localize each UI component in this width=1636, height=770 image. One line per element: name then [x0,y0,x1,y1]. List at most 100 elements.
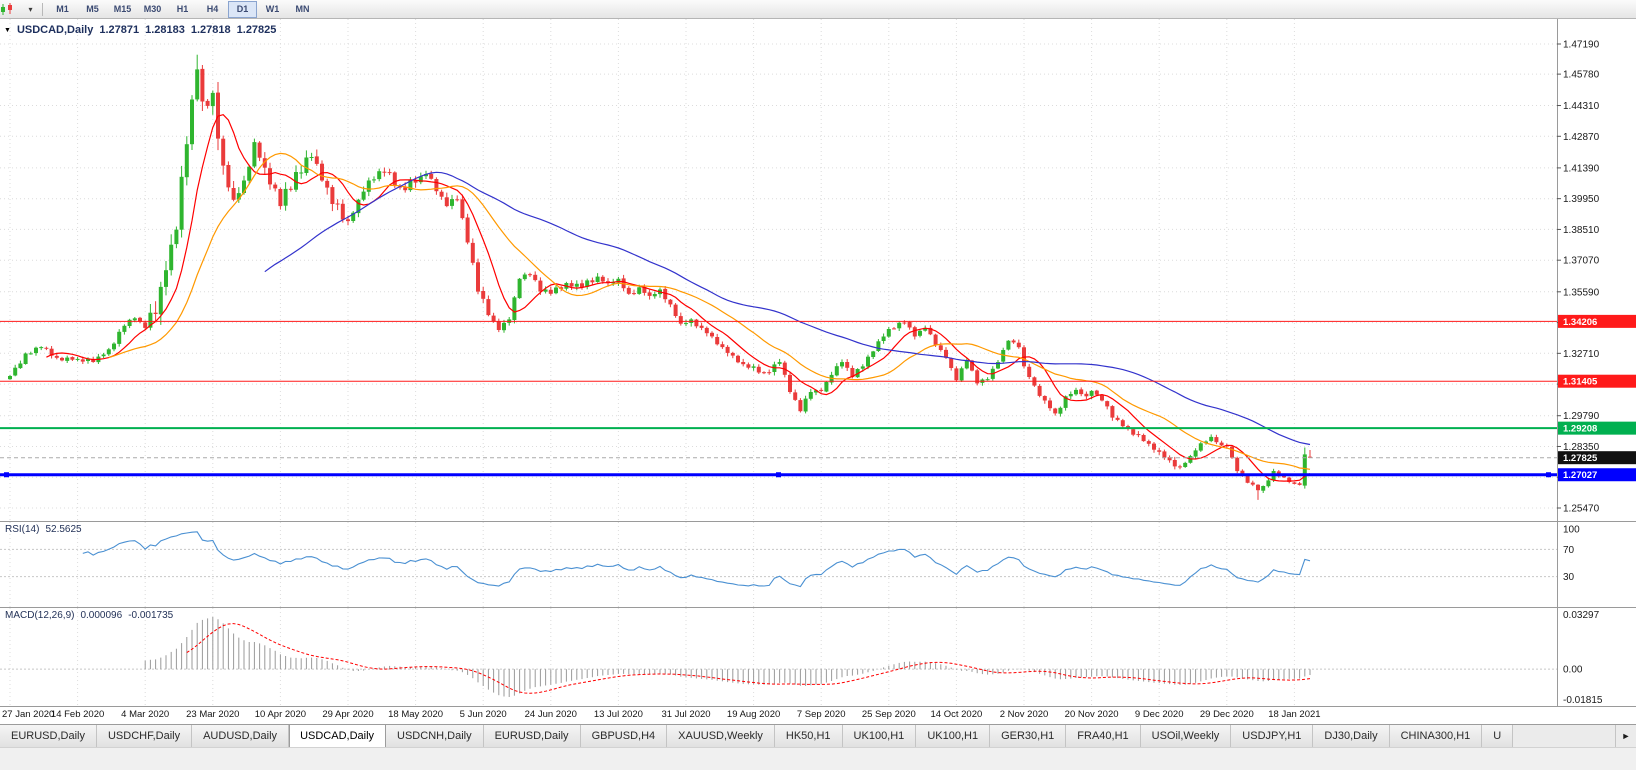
date-label: 18 May 2020 [388,709,444,720]
date-label: 29 Dec 2020 [1199,709,1254,720]
rsi-line [82,531,1311,588]
date-label: 24 Jun 2020 [524,709,577,720]
ohlc-high: 1.28183 [145,24,185,36]
tab-usdjpy-h1[interactable]: USDJPY,H1 [1231,725,1314,747]
line-drag-handle[interactable] [1546,472,1551,478]
chart-type-button[interactable] [1,1,24,17]
svg-text:1.42870: 1.42870 [1563,132,1600,143]
tab-gbpusd-h4[interactable]: GBPUSD,H4 [580,725,668,747]
svg-text:1.37070: 1.37070 [1563,256,1600,267]
tab-china300-h1[interactable]: CHINA300,H1 [1389,725,1483,747]
date-label: 25 Sep 2020 [861,709,916,720]
timeframe-button-mn[interactable]: MN [295,4,310,14]
svg-text:1.47190: 1.47190 [1563,40,1600,51]
ohlc-low: 1.27818 [190,24,231,36]
chart-symbol-label: USDCAD,Daily [16,24,94,36]
date-label: 29 Apr 2020 [322,709,374,720]
tab-xauusd-weekly[interactable]: XAUUSD,Weekly [667,725,775,747]
rsi-header: RSI(14) 52.5625 [5,524,88,535]
macd-signal-value: -0.001735 [128,610,174,621]
date-label: 14 Oct 2020 [930,709,983,720]
ohlc-open: 1.27871 [99,24,140,36]
svg-text:1.29208: 1.29208 [1563,424,1597,435]
date-label: 4 Mar 2020 [121,709,170,720]
rsi-label: RSI(14) [5,524,40,535]
tab-dj30-daily[interactable]: DJ30,Daily [1313,725,1390,747]
chart-title: ▼ USDCAD,Daily 1.27871 1.28183 1.27818 1… [4,24,282,36]
price-line-badge: 1.31405 [1558,374,1636,388]
timeframe-button-w1[interactable]: W1 [265,4,280,14]
tab-usdcnh-daily[interactable]: USDCNH,Daily [386,725,484,747]
svg-text:1.29790: 1.29790 [1563,411,1600,422]
price-scale[interactable]: 1.47190 1.45780 1.44310 1.42870 1.41390 1.399… [1557,40,1636,515]
macd-histogram [144,617,1311,697]
timeframe-button-d1[interactable]: D1 [228,0,257,18]
tab-fra40-h1[interactable]: FRA40,H1 [1066,725,1141,747]
tab-u[interactable]: U [1482,725,1514,747]
tab-eurusd-daily[interactable]: EURUSD,Daily [0,725,97,747]
date-label: 2 Nov 2020 [999,709,1049,720]
tab-uk100-h1[interactable]: UK100,H1 [916,725,991,747]
svg-text:1.45780: 1.45780 [1563,70,1600,81]
chart-tabs-bar: EURUSD,Daily USDCHF,Daily AUDUSD,Daily USDC… [0,724,1636,747]
timeframe-button-m15[interactable]: M15 [113,4,132,14]
status-bar [0,747,1636,770]
line-drag-handle[interactable] [4,472,9,478]
macd-pane-canvas[interactable]: 0.03297 0.00 -0.01815 [0,607,1636,707]
svg-text:1.27825: 1.27825 [1563,453,1598,464]
timeframe-button-m1[interactable]: M1 [56,4,69,14]
ohlc-close: 1.27825 [236,24,277,36]
macd-signal-line [186,623,1311,694]
svg-text:1.44310: 1.44310 [1563,101,1600,112]
tab-ger30-h1[interactable]: GER30,H1 [990,725,1067,747]
moving-average-8 [46,114,1311,482]
timeframe-buttons: M1 M5 M15 M30 H1 H4 D1 W1 MN [48,0,318,18]
tab-audusd-daily[interactable]: AUDUSD,Daily [192,725,290,747]
chart-tabs: EURUSD,Daily USDCHF,Daily AUDUSD,Daily USDC… [0,725,1514,747]
svg-text:-0.01815: -0.01815 [1563,695,1603,706]
timeframe-button-m30[interactable]: M30 [143,4,162,14]
date-axis[interactable]: 27 Jan 2020 14 Feb 2020 4 Mar 2020 23 Mar 2… [0,707,1636,724]
rsi-value: 52.5625 [45,524,82,535]
tab-uk100-h1[interactable]: UK100,H1 [842,725,917,747]
date-label: 31 Jul 2020 [661,709,711,720]
current-price-badge: 1.27825 [1558,451,1636,465]
date-label: 7 Sep 2020 [796,709,846,720]
tab-usdchf-daily[interactable]: USDCHF,Daily [96,725,193,747]
price-chart-canvas[interactable]: 1.47190 1.45780 1.44310 1.42870 1.41390 1.399… [0,19,1636,521]
date-label: 14 Feb 2020 [50,709,105,720]
svg-text:1.38510: 1.38510 [1563,225,1600,236]
candlestick-chart-icon [1,2,12,15]
date-label: 13 Jul 2020 [593,709,643,720]
date-label: 9 Dec 2020 [1134,709,1184,720]
svg-text:1.27027: 1.27027 [1563,470,1597,481]
timeframe-button-m5[interactable]: M5 [86,4,99,14]
rsi-pane-canvas[interactable]: 100 70 30 [0,521,1636,607]
line-drag-handle[interactable] [776,472,781,478]
tab-usoil-weekly[interactable]: USOil,Weekly [1140,725,1232,747]
timeframe-toolbar: ▾ M1 M5 M15 M30 H1 H4 D1 W1 MN [0,0,1636,19]
tab-eurusd-daily[interactable]: EURUSD,Daily [483,725,581,747]
svg-text:1.34206: 1.34206 [1563,317,1597,328]
tab-hk50-h1[interactable]: HK50,H1 [774,725,843,747]
date-label: 23 Mar 2020 [186,709,240,720]
chart-type-dropdown[interactable]: ▾ [28,4,33,14]
macd-header: MACD(12,26,9) 0.000096 -0.001735 [5,610,179,621]
tabs-scroll-right-button[interactable]: ► [1615,725,1636,747]
svg-text:100: 100 [1563,525,1580,536]
date-label: 5 Jun 2020 [459,709,507,720]
timeframe-button-h1[interactable]: H1 [176,4,189,14]
svg-text:0.00: 0.00 [1563,665,1583,676]
date-label: 18 Jan 2021 [1268,709,1321,720]
macd-label: MACD(12,26,9) [5,610,75,621]
svg-text:70: 70 [1563,545,1575,556]
moving-average-20 [108,152,1311,470]
tab-usdcad-daily[interactable]: USDCAD,Daily [289,725,387,747]
date-label: 10 Apr 2020 [254,709,307,720]
svg-text:1.32710: 1.32710 [1563,349,1600,360]
svg-text:1.35590: 1.35590 [1563,287,1600,298]
svg-text:1.28350: 1.28350 [1563,442,1600,453]
timeframe-button-h4[interactable]: H4 [206,4,219,14]
svg-text:1.41390: 1.41390 [1563,163,1600,174]
